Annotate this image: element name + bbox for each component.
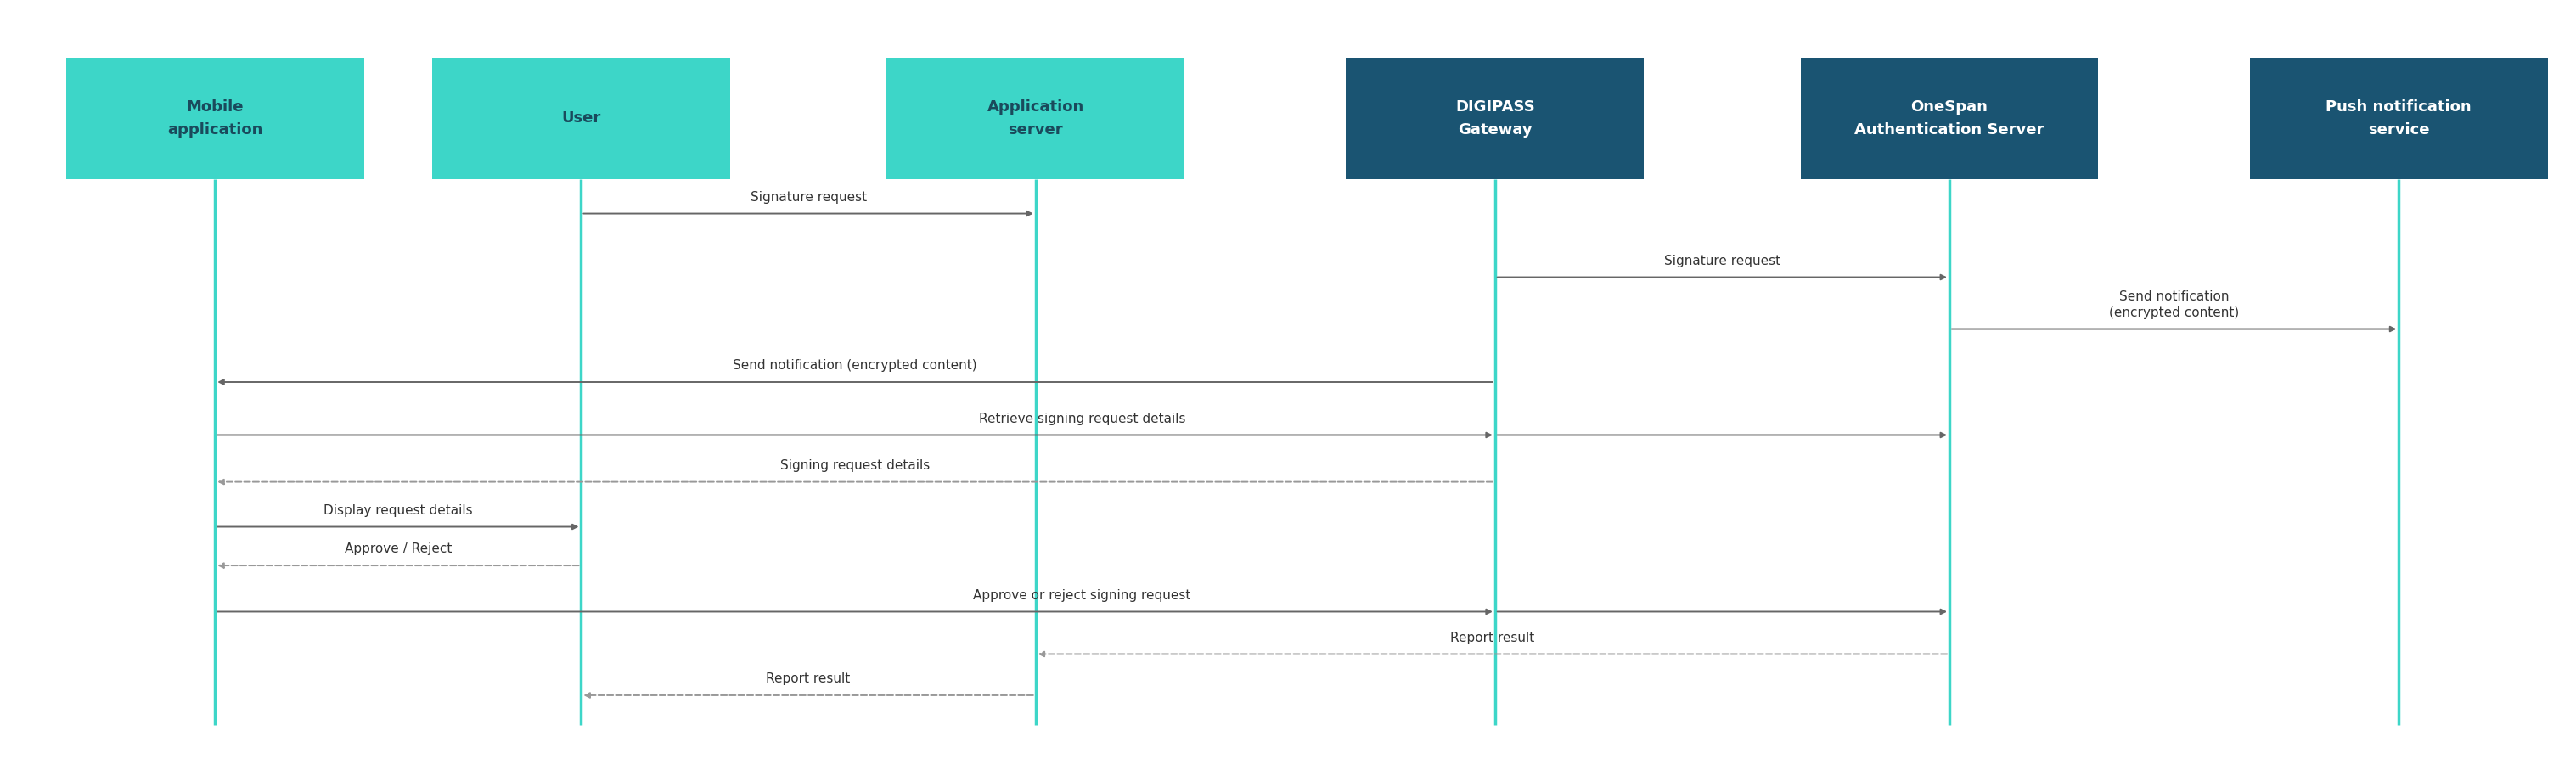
Text: Display request details: Display request details: [325, 504, 471, 516]
FancyBboxPatch shape: [1347, 57, 1643, 180]
Text: DIGIPASS
Gateway: DIGIPASS Gateway: [1455, 99, 1535, 138]
Text: Application
server: Application server: [987, 99, 1084, 138]
Text: Signature request: Signature request: [1664, 254, 1780, 267]
FancyBboxPatch shape: [2249, 57, 2548, 180]
Text: Send notification (encrypted content): Send notification (encrypted content): [734, 359, 976, 372]
Text: Approve or reject signing request: Approve or reject signing request: [974, 589, 1190, 601]
Text: User: User: [562, 111, 600, 126]
Text: OneSpan
Authentication Server: OneSpan Authentication Server: [1855, 99, 2045, 138]
FancyBboxPatch shape: [1801, 57, 2099, 180]
Text: Report result: Report result: [1450, 631, 1535, 644]
Text: Mobile
application: Mobile application: [167, 99, 263, 138]
Text: Signature request: Signature request: [750, 191, 866, 203]
Text: Retrieve signing request details: Retrieve signing request details: [979, 413, 1185, 425]
Text: Signing request details: Signing request details: [781, 459, 930, 472]
Text: Report result: Report result: [765, 672, 850, 685]
FancyBboxPatch shape: [886, 57, 1185, 180]
Text: Approve / Reject: Approve / Reject: [345, 542, 451, 555]
Text: Send notification
(encrypted content): Send notification (encrypted content): [2110, 290, 2239, 319]
FancyBboxPatch shape: [67, 57, 363, 180]
FancyBboxPatch shape: [433, 57, 729, 180]
Text: Push notification
service: Push notification service: [2326, 99, 2470, 138]
